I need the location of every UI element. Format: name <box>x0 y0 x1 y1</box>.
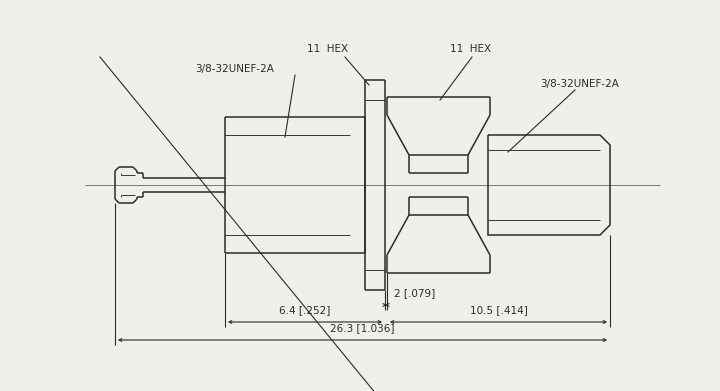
Text: 26.3 [1.036]: 26.3 [1.036] <box>330 323 395 333</box>
Text: 3/8-32UNEF-2A: 3/8-32UNEF-2A <box>540 79 619 89</box>
Text: 11  HEX: 11 HEX <box>307 44 348 54</box>
Text: 10.5 [.414]: 10.5 [.414] <box>469 305 528 315</box>
Text: 3/8-32UNEF-2A: 3/8-32UNEF-2A <box>195 64 274 74</box>
Text: 2 [.079]: 2 [.079] <box>395 288 436 298</box>
Text: 11  HEX: 11 HEX <box>450 44 491 54</box>
Text: 6.4 [.252]: 6.4 [.252] <box>279 305 330 315</box>
